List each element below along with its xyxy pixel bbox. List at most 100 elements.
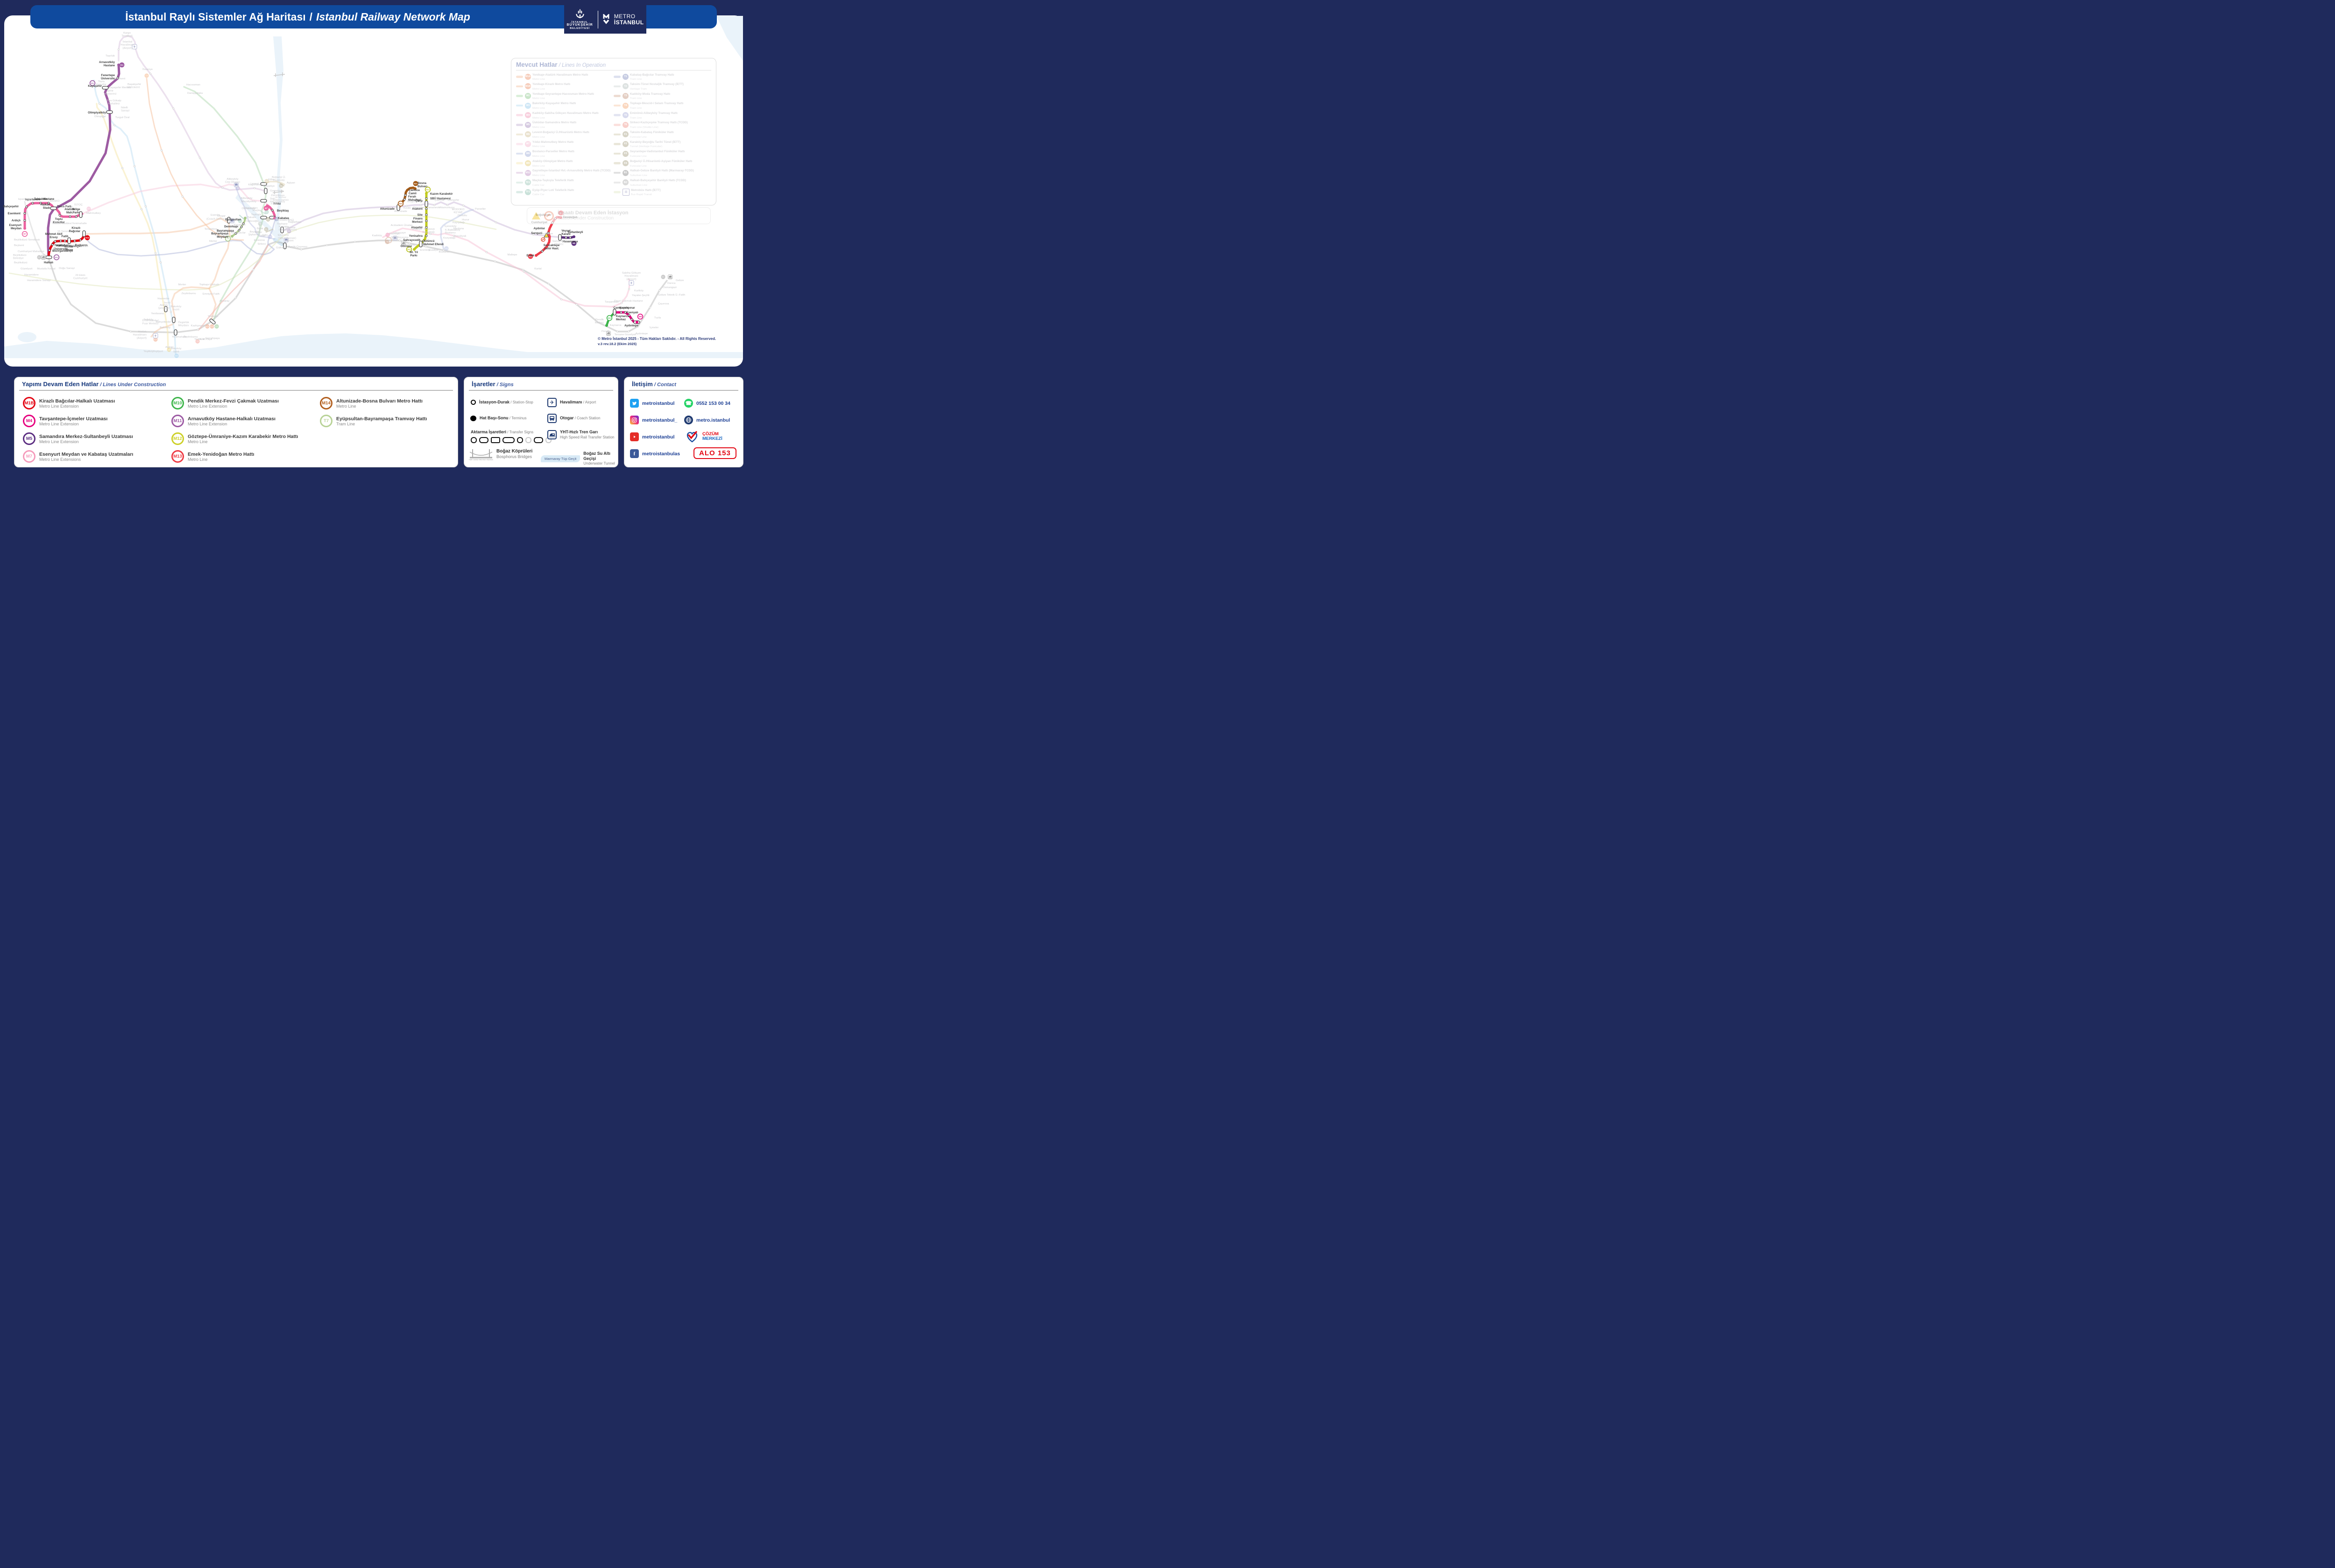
station-label: Yenimahalle	[72, 222, 87, 225]
station-label: Aşiyan	[287, 182, 295, 184]
station-label: Halkalı	[44, 261, 53, 264]
svg-text:M7: M7	[23, 233, 27, 235]
transfer-station	[280, 226, 284, 233]
line-name: Üsküdar-Samandıra Metro Hattı	[532, 121, 577, 125]
station-label: Topkapı-Ulubatlı	[199, 283, 219, 286]
station-label: Halıcıoğlu	[247, 220, 259, 223]
station-label: Halkalı Üniversite	[54, 244, 68, 251]
line-badge: T7	[320, 415, 333, 427]
station-label: Aydınlar	[533, 227, 545, 230]
station-dot	[181, 195, 184, 198]
contact-panel-title: İletişim / Contact	[632, 381, 676, 388]
station-label: Zincirlikuyu	[271, 194, 284, 197]
website-contact[interactable]: metro.istanbul	[684, 416, 730, 424]
svg-text:M12: M12	[426, 189, 430, 191]
line-B2	[24, 201, 50, 259]
station-label: Altınşehir	[448, 199, 460, 202]
terminus-dot	[414, 187, 417, 190]
station-label: Bakırköy	[160, 326, 170, 329]
station-dot	[253, 187, 256, 190]
line-M4f	[382, 227, 614, 308]
station-dot	[98, 102, 101, 105]
line-M7e	[266, 204, 276, 219]
station-label: Ataşehir	[411, 226, 423, 229]
station-label: Çakmak	[434, 199, 445, 202]
station-label: Yayalar-Şeyhli	[632, 294, 650, 297]
ibb-logo: İSTANBUL BÜYÜKŞEHİR BELEDİYESİ	[566, 8, 593, 30]
transfer-station	[264, 188, 268, 194]
legend-row: T5 Eminönü-Alibeyköy Tramvay Hattı Tram …	[614, 110, 711, 120]
signs-panel: İşaretler / Signs İstasyon-Durak / Stati…	[464, 377, 618, 467]
sign-transfer: Aktarma İşaretleri / Transfer Signs	[471, 430, 534, 434]
station-dot	[159, 261, 162, 264]
station-label: Merter	[178, 283, 186, 286]
station-dot	[403, 198, 406, 201]
station-label: Beylikdüzü	[14, 261, 28, 264]
line-badge: M11	[171, 415, 184, 427]
station-label: Hacıosman	[186, 84, 200, 86]
legend-row: T6 Sirkeci-Kazlıçeşme Tramvay Hattı (TCD…	[614, 120, 711, 130]
line-M2	[183, 86, 267, 323]
whatsapp-contact[interactable]: ☎ 0552 153 00 34	[684, 399, 730, 408]
youtube-icon	[630, 432, 639, 441]
station-dot	[59, 240, 62, 242]
station-label: Veysel Karani	[561, 229, 571, 236]
line-badge-M4	[637, 313, 644, 320]
terminus-dot	[231, 235, 234, 238]
line-type: Metro Line Extension	[188, 421, 227, 426]
svg-text:M13: M13	[529, 256, 532, 258]
station-dot	[300, 248, 303, 251]
legend-row: M2 Yenikapı-Seyrantepe-Hacıosman Metro H…	[516, 91, 614, 101]
station-label: Darüşşafaka	[187, 92, 203, 95]
legend-row: B1 Halkalı-Gebze Banliyö Hattı (Marmaray…	[614, 168, 711, 178]
line-name: Yıldız-Mahmutbey Metro Hattı	[532, 140, 574, 144]
instagram-contact[interactable]: metroistanbul_	[630, 416, 677, 424]
twitter-contact[interactable]: metroistanbul	[630, 399, 674, 408]
train-icon	[41, 255, 46, 260]
station-dot	[425, 234, 428, 237]
transfer-station	[209, 318, 216, 325]
station-label: Doğu Sanayi	[59, 267, 75, 270]
line-swatch	[516, 114, 523, 116]
legend-row: ⊞ Metrobüs Hattı (İETT) Bus Rapid Transi…	[614, 187, 711, 197]
svg-text:TF2: TF2	[239, 220, 241, 222]
line-type: Metro Line	[532, 97, 545, 100]
station-dot	[69, 215, 71, 218]
station-label: Yenibosna	[151, 312, 164, 315]
station-dot	[425, 226, 428, 229]
line-T6	[198, 244, 269, 331]
line-badge: M9	[525, 160, 531, 167]
station-label: Beylikdüzü Belediye	[13, 254, 27, 260]
transfer-station	[558, 234, 562, 241]
station-label: Aksaray	[219, 300, 229, 303]
station-label: Yenimahalle	[172, 336, 187, 339]
legend-row: T4 Topkapı-Mescid-i Selam Tramvay Hattı …	[614, 101, 711, 111]
line-type: Metro Line	[532, 135, 545, 139]
legend-row: M6 Levent-Boğaziçi Ü./Hisarüstü Metro Ha…	[516, 130, 614, 140]
station-label: Okmeydanı	[244, 207, 258, 210]
station-label: Zeytinburnu	[181, 292, 196, 295]
svg-text:M4: M4	[639, 316, 642, 318]
station-dot	[433, 204, 436, 206]
sign-station-stop: İstasyon-Durak / Station-Stop	[471, 400, 533, 405]
line-MB	[8, 214, 497, 291]
youtube-contact[interactable]: metroistanbul	[630, 432, 674, 441]
station-label: Otogar (Coach Station)	[206, 215, 226, 221]
line-badge: M1A	[525, 73, 531, 80]
station-label: DTM-İstanbul Fuar Merkezi	[142, 319, 158, 325]
line-badge-F1	[266, 217, 270, 222]
line-badge-M13	[528, 254, 533, 259]
line-badge-M8	[444, 246, 449, 251]
station-label: Fener	[255, 231, 262, 234]
station-label: Sağmalcılar	[231, 232, 246, 234]
station-label: Şehir Hastanesi	[104, 90, 116, 96]
station-dot	[31, 202, 34, 205]
marmaray-tube-ribbon	[273, 238, 284, 246]
title-english: Istanbul Railway Network Map	[316, 10, 470, 23]
line-badge: F3	[623, 150, 629, 157]
station-dot	[541, 250, 544, 253]
station-dot	[39, 202, 42, 205]
transfer-station	[67, 237, 71, 244]
station-label: Esenyurt Meydan	[9, 224, 22, 230]
facebook-contact[interactable]: f metroistanbulas	[630, 449, 680, 458]
